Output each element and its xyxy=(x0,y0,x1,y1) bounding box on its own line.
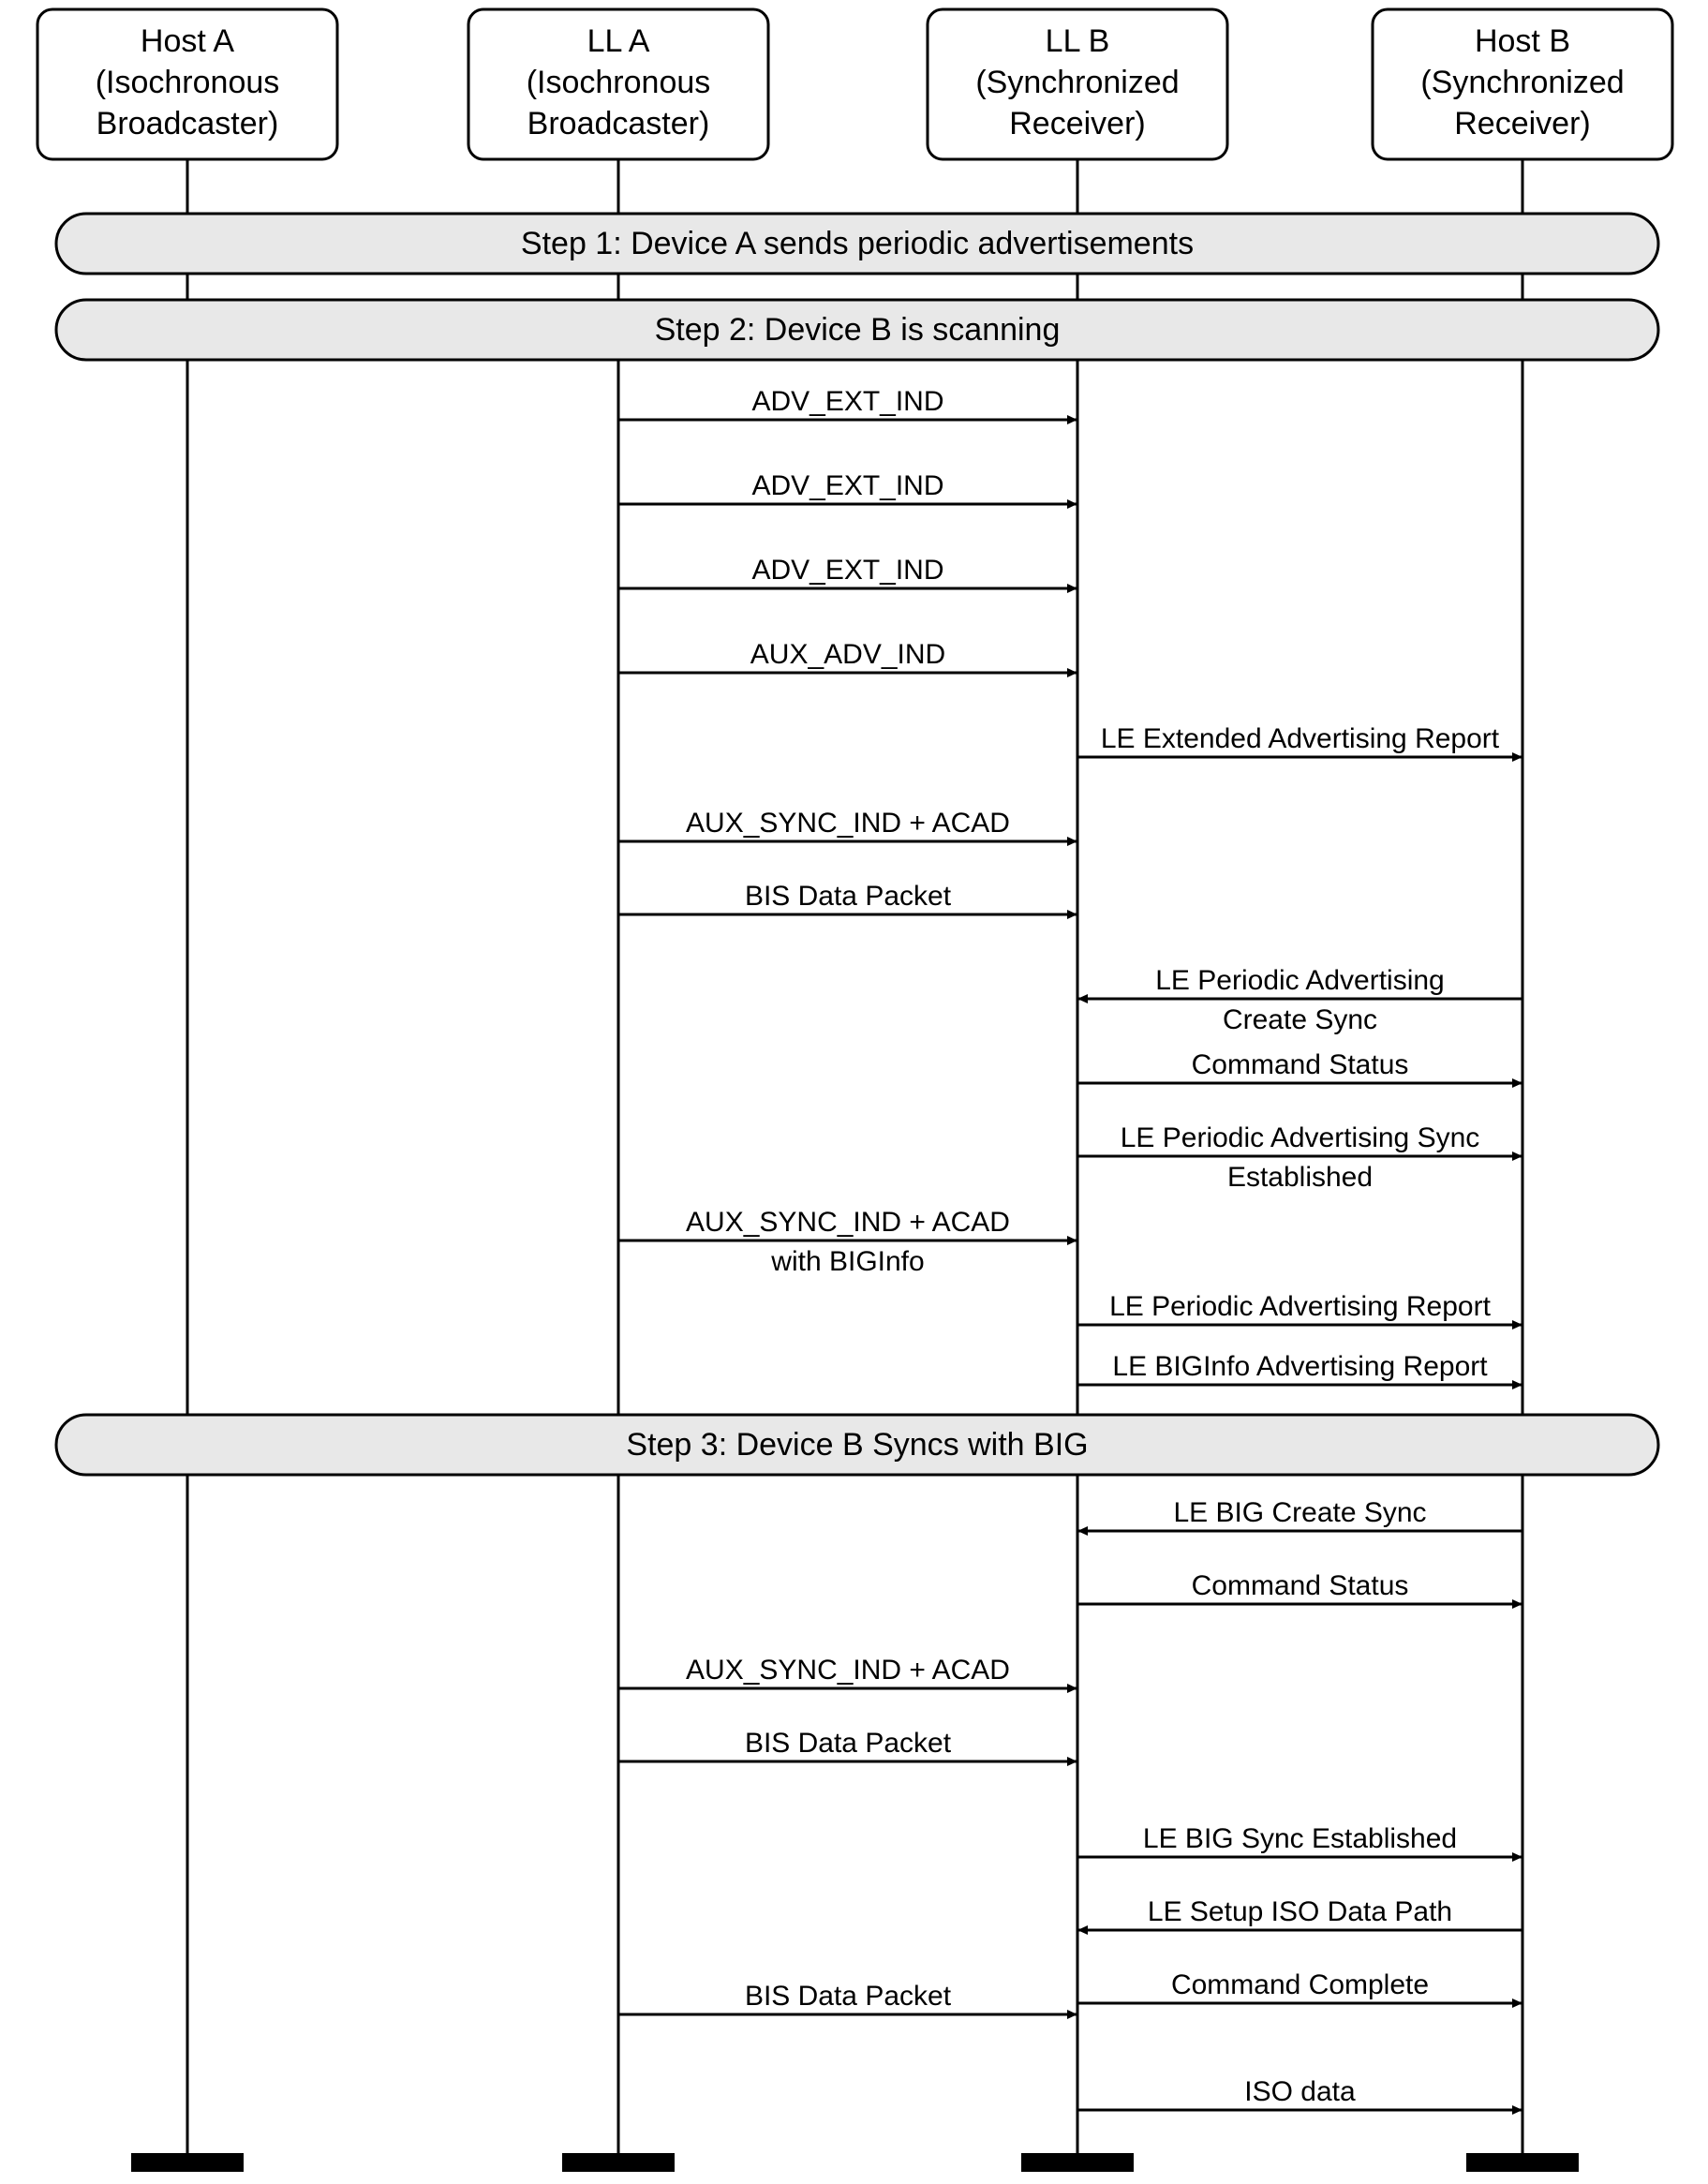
message-label: BIS Data Packet xyxy=(745,1728,952,1759)
lifeline-foot-llB xyxy=(1021,2153,1134,2172)
message-label: BIS Data Packet xyxy=(745,881,952,912)
message-label: LE Periodic Advertising Report xyxy=(1109,1291,1492,1322)
step-box-3: Step 3: Device B Syncs with BIG xyxy=(56,1415,1658,1475)
message-label: Command Complete xyxy=(1171,1969,1429,2000)
message-label: LE BIG Sync Established xyxy=(1143,1823,1457,1854)
message-label: ADV_EXT_IND xyxy=(751,470,943,501)
actor-line1: Host B xyxy=(1475,23,1570,59)
message-label: LE BIG Create Sync xyxy=(1173,1497,1426,1528)
message-label-2: Established xyxy=(1227,1162,1373,1193)
message-0: ADV_EXT_IND xyxy=(618,386,1077,420)
actor-line2: (Isochronous xyxy=(527,65,711,100)
lifeline-foot-llA xyxy=(562,2153,675,2172)
step-label: Step 3: Device B Syncs with BIG xyxy=(626,1427,1088,1463)
actor-line1: Host A xyxy=(141,23,234,59)
actor-llB: LL B (Synchronized Receiver) xyxy=(928,9,1227,159)
message-label: LE Setup ISO Data Path xyxy=(1148,1896,1452,1927)
actor-hostA: Host A (Isochronous Broadcaster) xyxy=(37,9,337,159)
message-label: ADV_EXT_IND xyxy=(751,555,943,586)
message-5: AUX_SYNC_IND + ACAD xyxy=(618,808,1077,841)
actor-llA: LL A (Isochronous Broadcaster) xyxy=(468,9,768,159)
message-10: AUX_SYNC_IND + ACAD with BIGInfo xyxy=(618,1207,1077,1277)
message-17: LE BIG Sync Established xyxy=(1077,1823,1522,1857)
actor-line2: (Synchronized xyxy=(1420,65,1624,100)
message-19: Command Complete xyxy=(1077,1969,1522,2003)
actor-line3: Broadcaster) xyxy=(97,106,279,141)
message-label: LE Extended Advertising Report xyxy=(1101,723,1500,754)
message-label-2: Create Sync xyxy=(1223,1004,1377,1035)
message-18: LE Setup ISO Data Path xyxy=(1077,1896,1522,1930)
message-label: Command Status xyxy=(1192,1570,1409,1601)
actor-line2: (Isochronous xyxy=(96,65,280,100)
message-3: AUX_ADV_IND xyxy=(618,639,1077,673)
message-20: BIS Data Packet xyxy=(618,1981,1077,2014)
message-label: BIS Data Packet xyxy=(745,1981,952,2012)
message-label-2: with BIGInfo xyxy=(770,1246,924,1277)
actor-line1: LL B xyxy=(1046,23,1110,59)
step-box-2: Step 2: Device B is scanning xyxy=(56,300,1658,360)
message-21: ISO data xyxy=(1077,2076,1522,2110)
actor-line3: Broadcaster) xyxy=(527,106,710,141)
actor-line1: LL A xyxy=(587,23,650,59)
step-label: Step 2: Device B is scanning xyxy=(655,312,1061,348)
message-8: Command Status xyxy=(1077,1049,1522,1083)
message-label: LE Periodic Advertising xyxy=(1155,965,1445,996)
message-label: AUX_SYNC_IND + ACAD xyxy=(686,1207,1010,1238)
lifeline-foot-hostB xyxy=(1466,2153,1579,2172)
message-1: ADV_EXT_IND xyxy=(618,470,1077,504)
message-6: BIS Data Packet xyxy=(618,881,1077,914)
message-label: AUX_SYNC_IND + ACAD xyxy=(686,1655,1010,1686)
message-7: LE Periodic Advertising Create Sync xyxy=(1077,965,1522,1035)
message-label: Command Status xyxy=(1192,1049,1409,1080)
message-label: AUX_SYNC_IND + ACAD xyxy=(686,808,1010,839)
message-label: ISO data xyxy=(1244,2076,1356,2107)
message-15: AUX_SYNC_IND + ACAD xyxy=(618,1655,1077,1688)
actor-hostB: Host B (Synchronized Receiver) xyxy=(1373,9,1672,159)
message-2: ADV_EXT_IND xyxy=(618,555,1077,588)
step-label: Step 1: Device A sends periodic advertis… xyxy=(521,226,1194,261)
message-12: LE BIGInfo Advertising Report xyxy=(1077,1351,1522,1385)
actor-line2: (Synchronized xyxy=(975,65,1179,100)
actor-line3: Receiver) xyxy=(1454,106,1590,141)
message-9: LE Periodic Advertising Sync Established xyxy=(1077,1122,1522,1193)
message-14: Command Status xyxy=(1077,1570,1522,1604)
message-13: LE BIG Create Sync xyxy=(1077,1497,1522,1531)
message-label: LE Periodic Advertising Sync xyxy=(1121,1122,1480,1153)
step-box-1: Step 1: Device A sends periodic advertis… xyxy=(56,214,1658,274)
message-11: LE Periodic Advertising Report xyxy=(1077,1291,1522,1325)
message-4: LE Extended Advertising Report xyxy=(1077,723,1522,757)
message-label: ADV_EXT_IND xyxy=(751,386,943,417)
message-label: LE BIGInfo Advertising Report xyxy=(1112,1351,1488,1382)
actor-line3: Receiver) xyxy=(1009,106,1145,141)
lifeline-foot-hostA xyxy=(131,2153,244,2172)
sequence-diagram: Host A (Isochronous Broadcaster) LL A (Isoch… xyxy=(0,0,1708,2184)
message-label: AUX_ADV_IND xyxy=(750,639,945,670)
message-16: BIS Data Packet xyxy=(618,1728,1077,1761)
